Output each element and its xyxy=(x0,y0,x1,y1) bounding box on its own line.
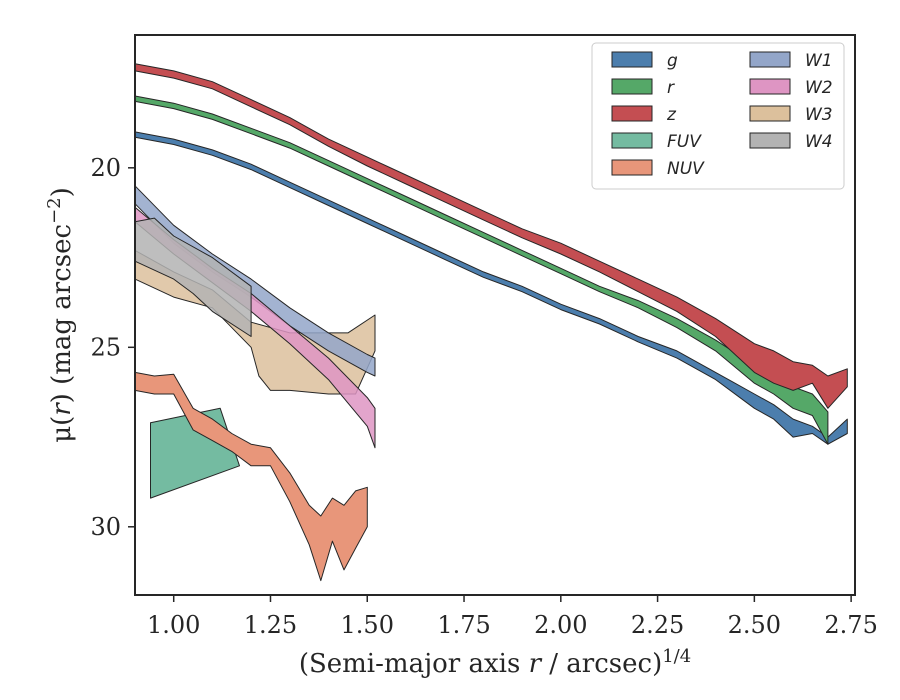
legend-swatch-w1 xyxy=(749,51,791,68)
y-tick-label: 25 xyxy=(90,333,121,361)
band-r xyxy=(134,95,829,445)
x-tick-label: 1.75 xyxy=(437,611,490,639)
legend-label-fuv: FUV xyxy=(667,132,702,152)
x-axis-label: (Semi-major axis r / arcsec)1/4 xyxy=(299,646,691,679)
legend-swatch-w4 xyxy=(749,132,791,149)
x-tick-label: 2.75 xyxy=(824,611,877,639)
legend-swatch-g xyxy=(611,51,653,68)
y-tick-label: 20 xyxy=(90,154,121,182)
legend-label-w3: W3 xyxy=(805,105,833,125)
legend-label-w2: W2 xyxy=(805,78,833,98)
band-nuv xyxy=(134,371,368,582)
legend-swatch-r xyxy=(611,78,653,95)
legend-label-g: g xyxy=(667,51,678,71)
legend-label-z: z xyxy=(666,105,677,125)
band-z xyxy=(134,63,848,409)
x-tick-label: 2.00 xyxy=(534,611,587,639)
legend-swatch-nuv xyxy=(611,159,653,176)
legend-swatch-w2 xyxy=(749,78,791,95)
legend-label-w1: W1 xyxy=(805,51,833,71)
x-tick-label: 1.00 xyxy=(147,611,200,639)
plot-frame xyxy=(134,34,856,596)
x-axis: 1.00 1.25 1.50 1.75 2.00 2.25 2.50 2.75 xyxy=(147,595,878,639)
x-tick-label: 2.25 xyxy=(631,611,684,639)
legend-items: grz FUV NUV W1 W2 W3 W4 xyxy=(611,51,833,179)
x-tick-label: 1.25 xyxy=(244,611,297,639)
legend-swatch-z xyxy=(611,105,653,122)
band-group xyxy=(134,63,848,582)
band-g xyxy=(134,131,848,445)
legend-swatch-fuv xyxy=(611,132,653,149)
x-tick-label: 1.50 xyxy=(341,611,394,639)
legend: grz FUV NUV W1 W2 W3 W4 xyxy=(591,42,845,190)
band-w4 xyxy=(134,217,252,337)
x-tick-label: 2.50 xyxy=(728,611,781,639)
y-axis: 20 25 30 xyxy=(90,154,135,541)
legend-label-r: r xyxy=(667,78,675,98)
legend-label-w4: W4 xyxy=(805,132,833,152)
legend-swatch-w3 xyxy=(749,105,791,122)
y-tick-label: 30 xyxy=(90,513,121,541)
legend-label-nuv: NUV xyxy=(667,159,705,179)
y-axis-label: μ(r) (mag arcsec−2) xyxy=(44,187,77,443)
